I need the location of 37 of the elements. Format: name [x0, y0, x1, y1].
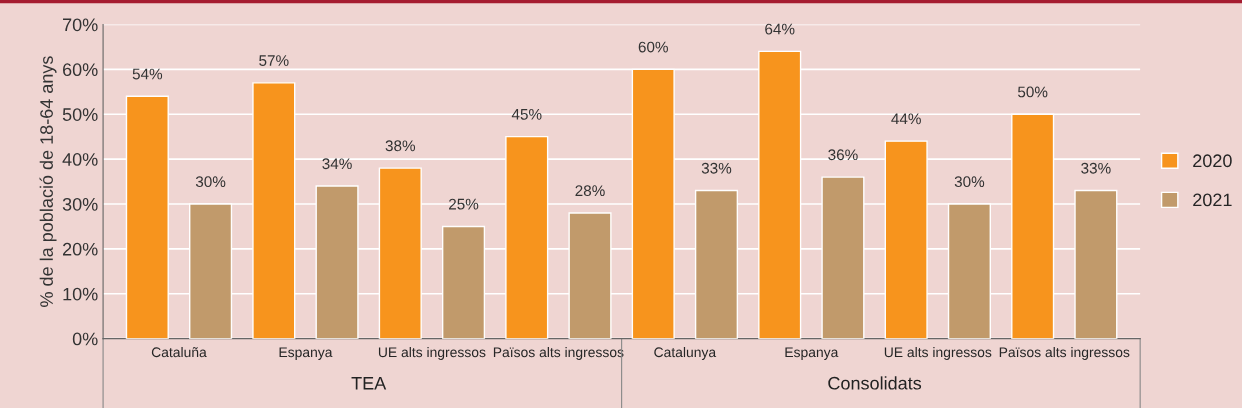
text: TEA	[351, 377, 387, 390]
x-tick-label: Països alts ingressos	[999, 346, 1130, 360]
x-tick-label: Països alts ingressos	[493, 346, 624, 360]
data-label: 28%	[575, 185, 605, 197]
y-tick-label: 50%	[62, 108, 98, 121]
y-tick-label: 70%	[63, 18, 98, 32]
y-tick-label: 20%	[63, 242, 98, 256]
data-label: 50%	[1017, 86, 1048, 98]
y-tick-label: 0%	[72, 332, 98, 346]
data-label: 33%	[701, 162, 732, 174]
y-tick-label: 30%	[62, 197, 98, 211]
x-tick-label: Catalunya	[654, 346, 717, 360]
x-tick-label: Espanya	[785, 347, 839, 360]
data-label: 44%	[891, 113, 921, 125]
data-label: 25%	[449, 198, 479, 210]
y-axis-title: % de la població de 18-64 anys	[39, 56, 57, 307]
data-label: 57%	[259, 55, 289, 66]
y-tick-label: 10%	[63, 287, 98, 301]
text: Consolidats	[828, 376, 922, 390]
y-tick-label: 60%	[63, 63, 98, 77]
data-label: 36%	[828, 149, 858, 161]
data-label: 45%	[511, 109, 542, 120]
data-label: 54%	[132, 68, 163, 80]
data-label: 38%	[385, 140, 416, 152]
x-tick-label: Espanya	[279, 347, 333, 360]
x-tick-label: UE alts ingressos	[884, 346, 992, 360]
data-label: 64%	[765, 23, 795, 35]
data-label: 60%	[638, 41, 668, 53]
legend-label: 2020	[1193, 154, 1232, 168]
x-tick-label: Cataluña	[151, 346, 207, 358]
legend-label: 2021	[1193, 193, 1232, 207]
x-tick-label: UE alts ingressos	[378, 346, 486, 360]
data-label: 34%	[322, 158, 352, 170]
data-label: 33%	[1081, 162, 1111, 174]
y-tick-label: 40%	[62, 153, 98, 166]
data-label: 30%	[954, 176, 985, 188]
data-label: 30%	[195, 176, 226, 188]
